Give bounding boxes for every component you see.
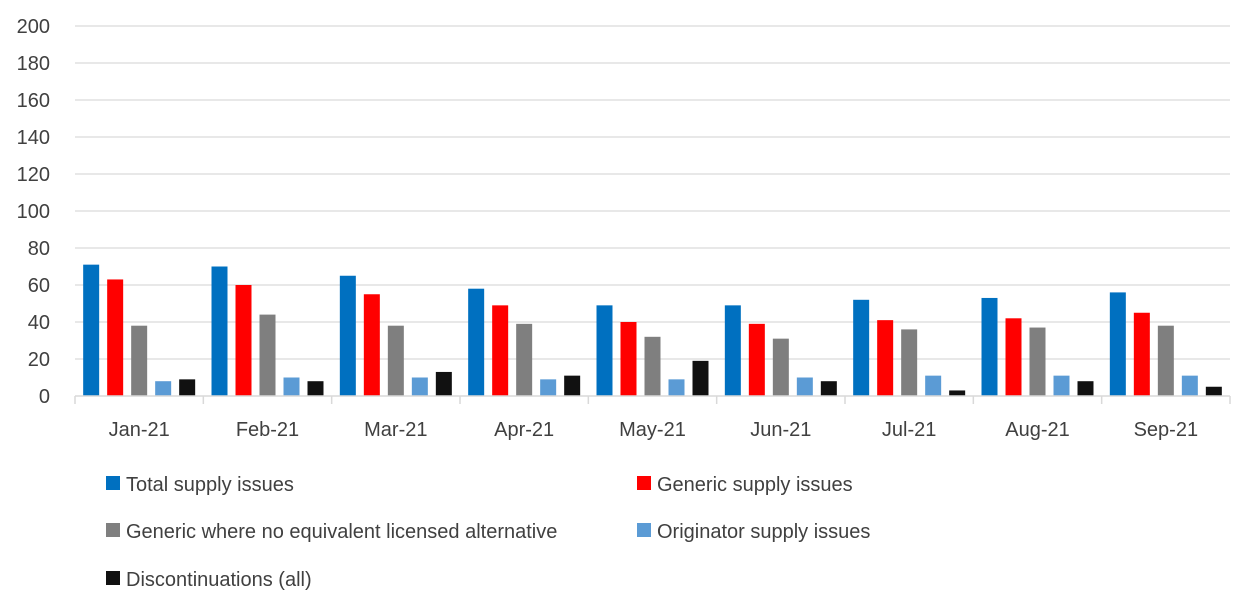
- bar: [877, 320, 894, 396]
- x-tick-label: Sep-21: [1134, 419, 1199, 441]
- x-tick-label: Jun-21: [750, 419, 811, 441]
- bar: [1181, 375, 1198, 396]
- bar: [1005, 318, 1022, 396]
- y-tick-label: 20: [28, 349, 50, 371]
- bar: [1109, 292, 1126, 396]
- bar: [83, 264, 100, 396]
- y-tick-label: 120: [17, 164, 50, 186]
- bar: [235, 285, 252, 396]
- legend-label: Discontinuations (all): [126, 569, 312, 591]
- y-tick-label: 60: [28, 275, 50, 297]
- x-axis: Jan-21 Feb-21 Mar-21 Apr-21 May-21 Jun-21 Jul-…: [74, 395, 1231, 441]
- bar: [516, 323, 533, 396]
- bar: [1133, 312, 1150, 396]
- legend-label: Generic supply issues: [657, 474, 853, 496]
- bar: [853, 299, 870, 396]
- bar: [796, 377, 813, 396]
- bar: [1053, 375, 1070, 396]
- bar: [1029, 327, 1046, 396]
- x-tick-label: Apr-21: [494, 419, 554, 441]
- bar: [772, 338, 789, 396]
- bar: [107, 279, 124, 396]
- x-tick-label: Feb-21: [236, 419, 299, 441]
- bar: [692, 360, 709, 396]
- bar: [492, 305, 509, 396]
- bar: [435, 371, 452, 396]
- bar: [131, 325, 148, 396]
- bar: [668, 379, 685, 396]
- x-tick-label: May-21: [619, 419, 686, 441]
- bar: [644, 336, 661, 396]
- legend-swatch: [637, 523, 651, 537]
- y-tick-label: 0: [39, 386, 50, 408]
- bar: [307, 381, 324, 396]
- legend-label: Generic where no equivalent licensed alt…: [126, 521, 557, 543]
- x-tick-label: Aug-21: [1005, 419, 1070, 441]
- legend-swatch: [637, 476, 651, 490]
- y-tick-label: 140: [17, 127, 50, 149]
- bar: [925, 375, 942, 396]
- x-tick-label: Jan-21: [109, 419, 170, 441]
- bar: [981, 297, 998, 396]
- bar: [387, 325, 404, 396]
- y-tick-label: 160: [17, 90, 50, 112]
- bar: [283, 377, 300, 396]
- bar: [155, 381, 172, 396]
- y-tick-label: 40: [28, 312, 50, 334]
- legend-label: Total supply issues: [126, 474, 294, 496]
- bar: [1157, 325, 1174, 396]
- x-tick-label: Jul-21: [882, 419, 936, 441]
- legend-swatch: [106, 571, 120, 585]
- legend-swatch: [106, 476, 120, 490]
- bar: [1077, 381, 1094, 396]
- bar: [211, 266, 228, 396]
- bar: [820, 381, 837, 396]
- bar: [179, 379, 196, 396]
- y-tick-label: 180: [17, 53, 50, 75]
- legend-label: Originator supply issues: [657, 521, 870, 543]
- bar: [620, 322, 637, 396]
- legend: Total supply issues Generic supply issues…: [106, 474, 870, 591]
- bars: [83, 264, 1222, 396]
- bar: [564, 375, 581, 396]
- bar: [1205, 386, 1222, 396]
- bar: [339, 275, 356, 396]
- x-tick-label: Mar-21: [364, 419, 427, 441]
- bar: [411, 377, 428, 396]
- bar: [901, 329, 918, 396]
- legend-swatch: [106, 523, 120, 537]
- bar: [596, 305, 613, 396]
- bar: [748, 323, 765, 396]
- y-tick-label: 200: [17, 16, 50, 38]
- bar: [949, 390, 966, 396]
- y-tick-label: 80: [28, 238, 50, 260]
- bar: [468, 288, 485, 396]
- y-axis: 0 20 40 60 80 100 120 140 160 180 200: [17, 16, 50, 408]
- bar: [363, 294, 380, 396]
- bar: [259, 314, 276, 396]
- bar: [724, 305, 741, 396]
- bar: [540, 379, 557, 396]
- y-tick-label: 100: [17, 201, 50, 223]
